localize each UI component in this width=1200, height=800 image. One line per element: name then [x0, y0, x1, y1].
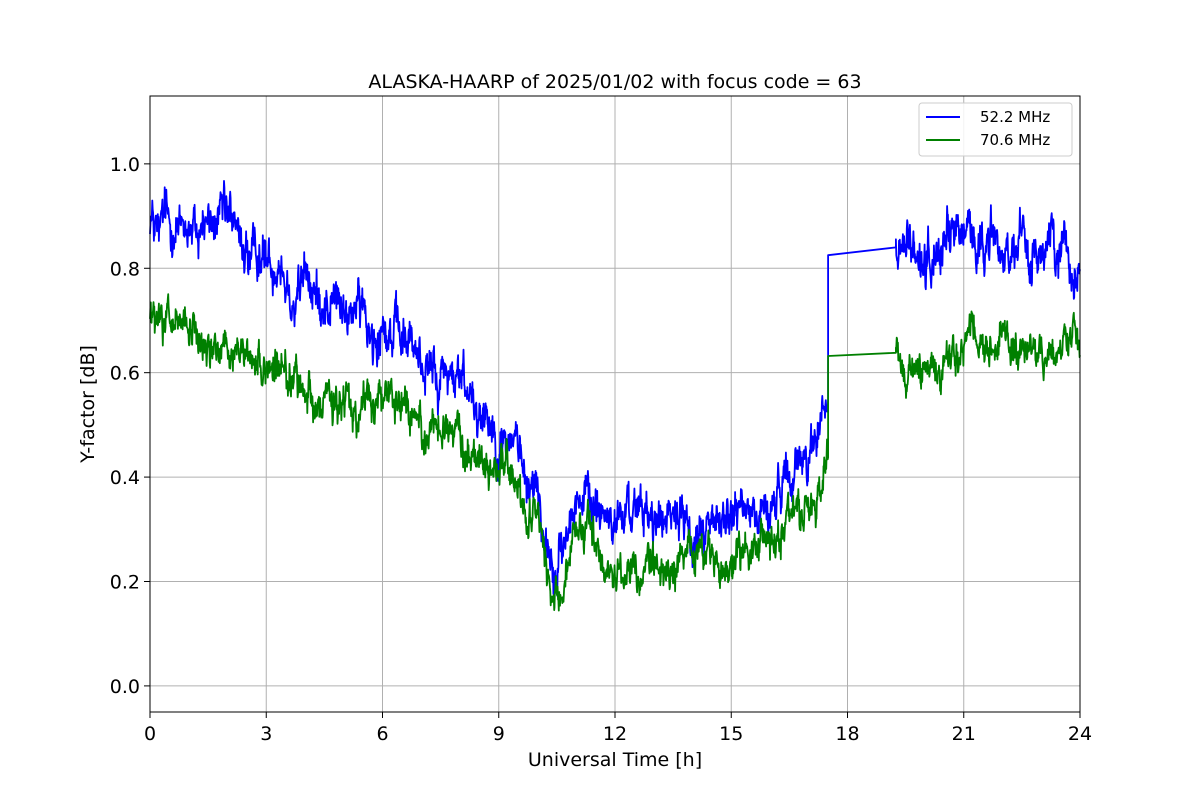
x-tick-label: 18 [835, 723, 859, 745]
x-tick-label: 3 [260, 723, 272, 745]
y-tick-label: 0.4 [110, 467, 140, 489]
plot-area [149, 179, 1081, 612]
y-tick-label: 0.2 [110, 571, 140, 593]
y-tick-label: 0.6 [110, 363, 140, 385]
x-tick-label: 12 [603, 723, 627, 745]
series-line-52-2-mhz [149, 179, 1081, 597]
y-axis-title: Y-factor [dB] [77, 345, 99, 464]
legend-label-70-6-mhz: 70.6 MHz [980, 131, 1050, 149]
legend-label-52-2-mhz: 52.2 MHz [980, 108, 1050, 126]
series-line-70-6-mhz [149, 293, 1081, 612]
x-tick-label: 21 [952, 723, 976, 745]
y-tick-label: 1.0 [110, 154, 140, 176]
x-axis-title: Universal Time [h] [528, 749, 702, 771]
y-tick-label: 0.8 [110, 258, 140, 280]
x-tick-label: 24 [1068, 723, 1092, 745]
ticks: 0 3 6 9 12 15 18 21 24 0.0 0.2 0.4 0.6 0.8 1.0 [110, 154, 1092, 745]
x-tick-label: 6 [376, 723, 388, 745]
x-tick-label: 15 [719, 723, 743, 745]
legend: 52.2 MHz 70.6 MHz [918, 102, 1073, 157]
chart-title: ALASKA-HAARP of 2025/01/02 with focus co… [368, 71, 861, 93]
x-tick-label: 9 [493, 723, 505, 745]
y-tick-label: 0.0 [110, 676, 140, 698]
x-tick-label: 0 [144, 723, 156, 745]
